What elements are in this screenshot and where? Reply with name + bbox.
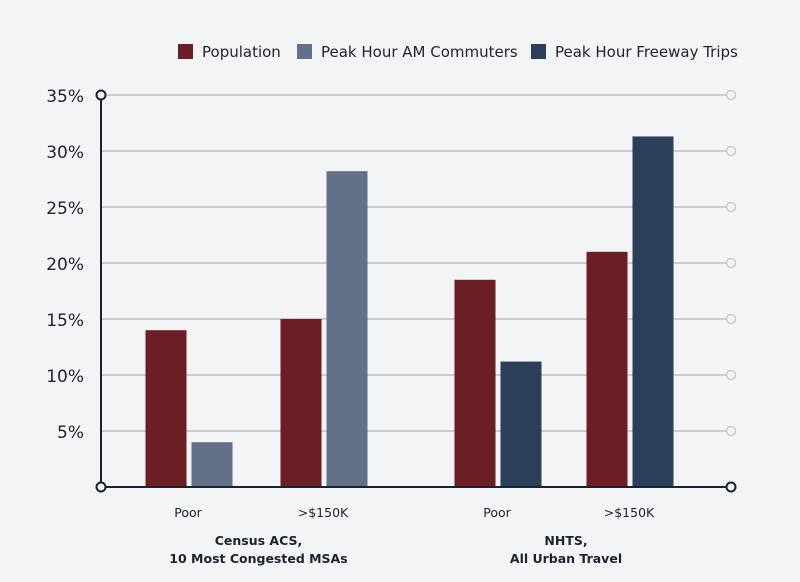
bar-peak-hour-am-commuters	[191, 442, 233, 487]
gridline-end-marker	[725, 313, 737, 325]
gridline-end-marker	[725, 89, 737, 101]
legend-swatch	[531, 44, 546, 59]
x-group-label-line1: Census ACS,	[215, 533, 303, 548]
gridline-end-marker	[725, 369, 737, 381]
bar-population	[280, 319, 322, 487]
gridline-end-marker	[725, 145, 737, 157]
legend-label: Peak Hour Freeway Trips	[555, 43, 738, 61]
bar-peak-hour-am-commuters	[326, 171, 368, 487]
x-category-label: >$150K	[604, 505, 655, 520]
x-group-label-line1: NHTS,	[544, 533, 587, 548]
y-tick-label: 15%	[46, 311, 84, 331]
y-tick-label: 30%	[46, 143, 84, 163]
legend-swatch	[297, 44, 312, 59]
bar-population	[586, 251, 628, 487]
y-tick-label: 10%	[46, 367, 84, 387]
y-tick-label: 25%	[46, 199, 84, 219]
gridline-end-marker	[725, 257, 737, 269]
bar-peak-hour-freeway-trips	[632, 136, 674, 487]
y-tick-label: 5%	[57, 423, 84, 443]
y-tick-label: 35%	[46, 87, 84, 107]
bar-population	[454, 279, 496, 487]
x-group-label-line2: 10 Most Congested MSAs	[169, 551, 347, 566]
y-tick-label: 20%	[46, 255, 84, 275]
x-category-label: Poor	[483, 505, 511, 520]
legend-label: Peak Hour AM Commuters	[321, 43, 518, 61]
bar-peak-hour-freeway-trips	[500, 361, 542, 487]
x-group-label-line2: All Urban Travel	[510, 551, 622, 566]
legend-label: Population	[202, 43, 281, 61]
x-axis-end-marker	[725, 481, 737, 493]
axis-origin-marker	[95, 481, 107, 493]
gridline-end-marker	[725, 201, 737, 213]
x-category-label: Poor	[174, 505, 202, 520]
bar-population	[145, 330, 187, 487]
legend-swatch	[178, 44, 193, 59]
x-category-label: >$150K	[298, 505, 349, 520]
gridline-end-marker	[725, 425, 737, 437]
y-axis-top-marker	[95, 89, 107, 101]
